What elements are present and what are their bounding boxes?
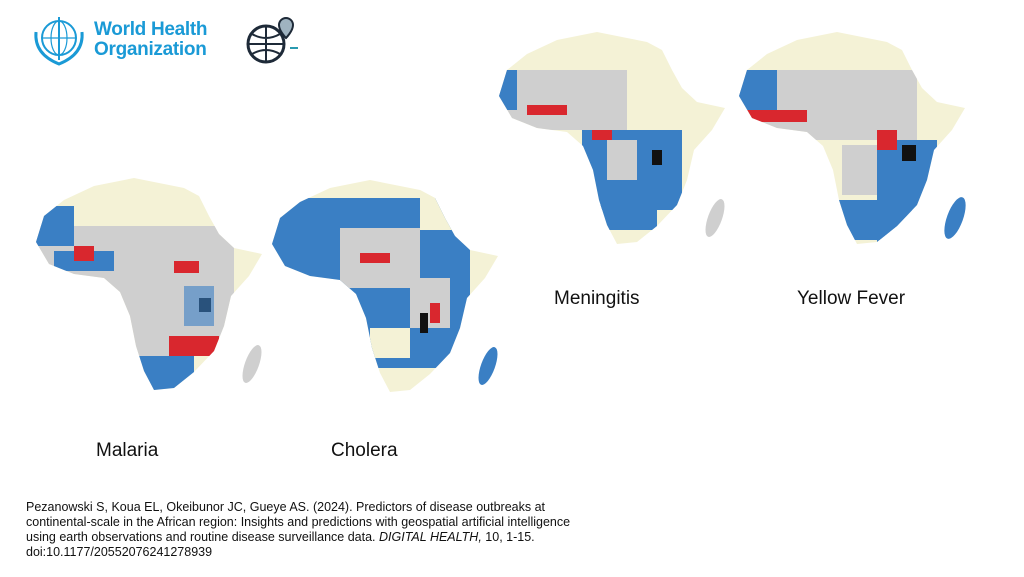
meningitis-map [497,30,729,252]
map-label-cholera: Cholera [331,440,398,461]
map-label-meningitis: Meningitis [554,288,640,309]
citation-tail: 10, 1-15. doi:10.1177/20552076241278939 [26,530,535,559]
cholera-map [270,178,502,400]
citation-text: Pezanowski S, Koua EL, Okeibunor JC, Gue… [26,500,571,544]
who-name-line1: World Health [94,19,208,40]
yellow-fever-map [737,30,969,252]
citation-journal: DIGITAL HEALTH, [379,530,482,544]
citation: Pezanowski S, Koua EL, Okeibunor JC, Gue… [26,500,586,560]
who-name-line2: Organization [94,39,207,60]
who-logo: World Health Organization [30,14,208,66]
map-label-yellow-fever: Yellow Fever [797,288,906,309]
map-label-malaria: Malaria [96,440,159,461]
who-emblem-icon [34,17,84,66]
geo-ai-logo [240,14,300,71]
malaria-map [34,176,266,398]
globe-pin-network-icon [246,16,298,64]
